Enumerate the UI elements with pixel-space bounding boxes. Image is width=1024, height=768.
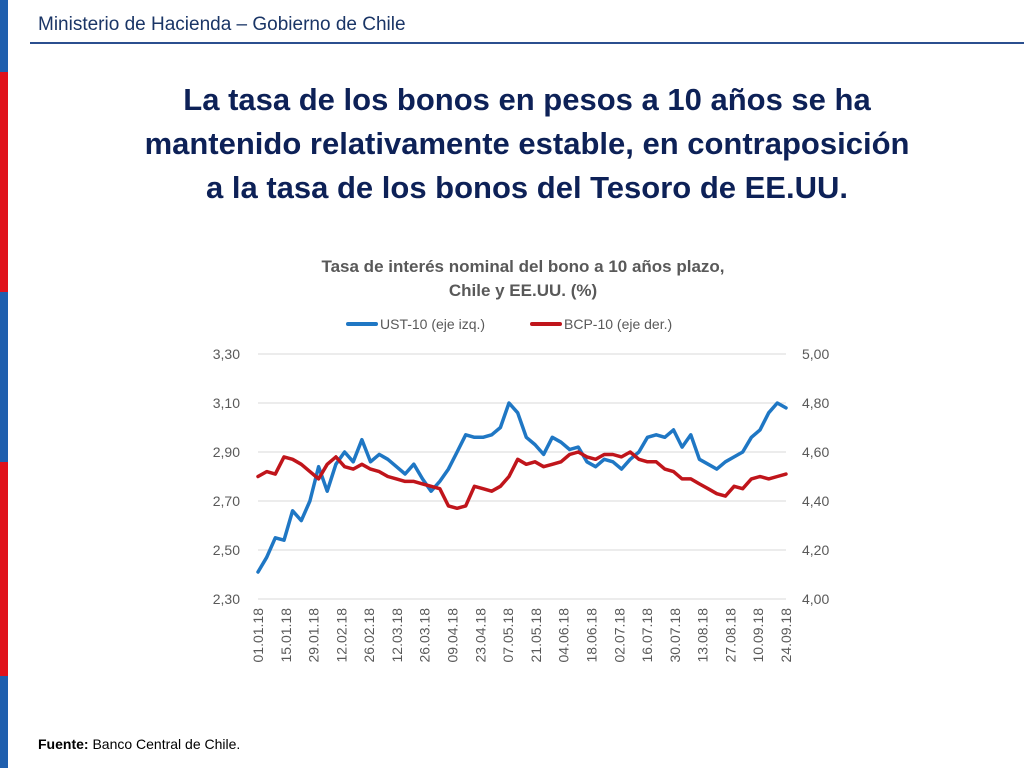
chart-title-line: Tasa de interés nominal del bono a 10 añ… <box>321 257 724 276</box>
slide-title-line: a la tasa de los bonos del Tesoro de EE.… <box>206 170 848 205</box>
x-tick-label: 10.09.18 <box>750 608 766 663</box>
series-line-bcp10 <box>256 450 788 511</box>
header-divider <box>30 42 1024 44</box>
side-accent-red-top <box>0 72 8 292</box>
x-tick-label: 16.07.18 <box>639 608 655 663</box>
x-tick-label: 15.01.18 <box>278 608 294 663</box>
y-left-tick-label: 3,10 <box>213 395 240 411</box>
source-text: Banco Central de Chile. <box>88 736 241 752</box>
y-left-tick-label: 2,90 <box>213 444 240 460</box>
y-left-tick-label: 3,30 <box>213 346 240 362</box>
y-left-tick-label: 2,30 <box>213 591 240 607</box>
x-tick-label: 01.01.18 <box>250 608 266 663</box>
x-tick-label: 21.05.18 <box>528 608 544 663</box>
y-left-tick-label: 2,50 <box>213 542 240 558</box>
chart-title-line: Chile y EE.UU. (%) <box>449 281 597 300</box>
x-tick-label: 29.01.18 <box>306 608 322 663</box>
slide-title-line: mantenido relativamente estable, en cont… <box>144 126 910 161</box>
x-tick-label: 12.03.18 <box>389 608 405 663</box>
x-tick-label: 02.07.18 <box>611 608 627 663</box>
y-left-tick-label: 2,70 <box>213 493 240 509</box>
x-tick-label: 18.06.18 <box>583 608 599 663</box>
side-accent-bar <box>0 0 8 768</box>
x-tick-label: 30.07.18 <box>667 608 683 663</box>
x-tick-label: 04.06.18 <box>556 608 572 663</box>
legend-label-ust: UST-10 (eje izq.) <box>380 316 485 332</box>
series-line-ust10 <box>256 401 788 574</box>
x-tick-label: 12.02.18 <box>333 608 349 663</box>
x-tick-label: 09.04.18 <box>445 608 461 663</box>
x-tick-label: 24.09.18 <box>778 608 794 663</box>
x-tick-label: 27.08.18 <box>722 608 738 663</box>
y-right-tick-label: 4,60 <box>802 444 829 460</box>
x-tick-label: 26.03.18 <box>417 608 433 663</box>
side-accent-red-bottom <box>0 462 8 676</box>
source-note: Fuente: Banco Central de Chile. <box>38 736 240 752</box>
y-right-tick-label: 4,80 <box>802 395 829 411</box>
y-right-tick-label: 4,40 <box>802 493 829 509</box>
y-right-tick-label: 5,00 <box>802 346 829 362</box>
x-tick-label: 13.08.18 <box>695 608 711 663</box>
source-label: Fuente: <box>38 736 89 752</box>
y-right-tick-label: 4,20 <box>802 542 829 558</box>
x-tick-label: 26.02.18 <box>361 608 377 663</box>
slide-title: La tasa de los bonos en pesos a 10 años … <box>30 78 1024 210</box>
legend-label-bcp: BCP-10 (eje der.) <box>564 316 672 332</box>
x-tick-label: 23.04.18 <box>472 608 488 663</box>
x-tick-label: 07.05.18 <box>500 608 516 663</box>
slide-title-line: La tasa de los bonos en pesos a 10 años … <box>183 82 871 117</box>
header-text: Ministerio de Hacienda – Gobierno de Chi… <box>38 14 406 35</box>
y-right-tick-label: 4,00 <box>802 591 829 607</box>
